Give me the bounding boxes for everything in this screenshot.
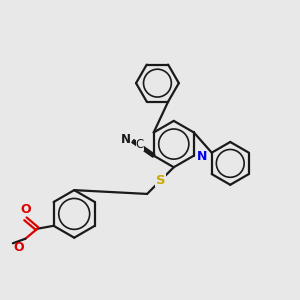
Text: N: N	[121, 134, 130, 146]
Text: O: O	[13, 241, 24, 254]
Text: O: O	[20, 203, 31, 217]
Text: S: S	[156, 174, 166, 187]
Text: N: N	[196, 150, 207, 163]
Text: C: C	[136, 138, 144, 151]
